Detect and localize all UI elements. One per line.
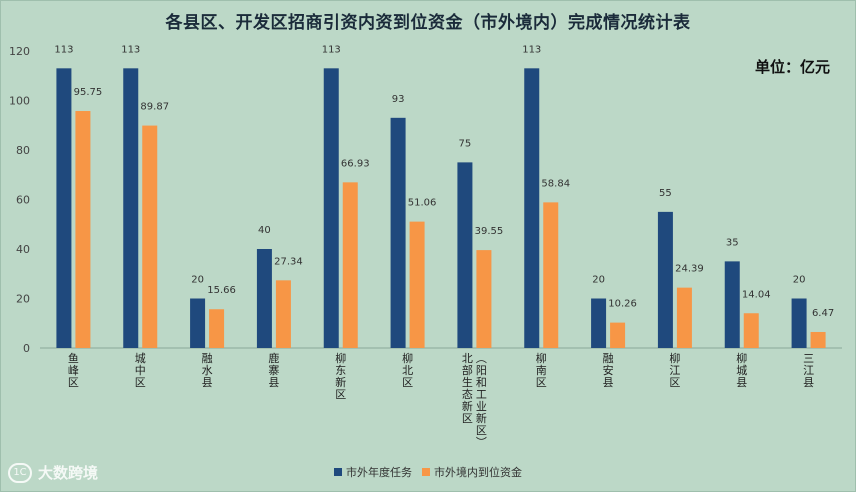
bar-task xyxy=(724,261,740,348)
legend-item-task: 市外年度任务 xyxy=(334,464,412,480)
legend-label-funds: 市外境内到位资金 xyxy=(434,466,522,479)
category-label: 鱼峰区 xyxy=(68,351,79,389)
data-label: 93 xyxy=(392,94,405,105)
category-label: ︵阳和工业新区︶ xyxy=(476,352,487,449)
y-tick-label: 60 xyxy=(16,194,30,207)
bar-funds xyxy=(275,280,291,348)
y-tick-label: 40 xyxy=(16,243,30,256)
category-label: 柳南区 xyxy=(536,351,547,389)
bar-task xyxy=(791,298,807,348)
category-label: 柳北区 xyxy=(402,351,413,389)
category-label: 鹿寨县 xyxy=(268,351,279,389)
bar-task xyxy=(591,298,607,348)
chart-title: 各县区、开发区招商引资内资到位资金（市外境内）完成情况统计表 xyxy=(165,13,691,33)
data-label: 95.75 xyxy=(74,87,103,98)
data-label: 89.87 xyxy=(140,102,169,113)
data-label: 20 xyxy=(793,275,806,286)
bar-task xyxy=(123,68,139,348)
category-label: 融水县 xyxy=(202,352,213,389)
unit-label: 单位：亿元 xyxy=(754,58,830,76)
category-label: 城中区 xyxy=(135,352,146,389)
data-label: 55 xyxy=(659,188,672,199)
y-tick-label: 0 xyxy=(23,342,30,355)
data-label: 75 xyxy=(459,138,472,149)
bar-funds xyxy=(810,331,826,348)
data-label: 27.34 xyxy=(274,256,303,267)
bar-funds xyxy=(476,250,492,348)
bar-task xyxy=(657,211,673,348)
bar-funds xyxy=(75,111,91,348)
data-label: 113 xyxy=(522,44,541,55)
bar-funds xyxy=(676,287,692,348)
data-label: 10.26 xyxy=(608,299,637,310)
category-label: 三江县 xyxy=(803,352,814,389)
data-label: 15.66 xyxy=(207,285,236,296)
bar-task xyxy=(524,68,540,348)
bar-task xyxy=(56,68,72,348)
y-tick-label: 20 xyxy=(16,293,30,306)
legend-swatch-task xyxy=(334,468,342,476)
category-label: 柳江区 xyxy=(669,351,680,389)
data-label: 39.55 xyxy=(475,226,504,237)
data-label: 20 xyxy=(592,275,605,286)
data-label: 113 xyxy=(322,44,341,55)
bar-funds xyxy=(209,309,225,348)
category-label: 柳东新区 xyxy=(335,351,346,401)
watermark-text: 大数跨境 xyxy=(38,464,99,482)
legend-item-funds: 市外境内到位资金 xyxy=(422,464,522,480)
data-label: 113 xyxy=(121,44,140,55)
bar-task xyxy=(256,249,272,348)
data-label: 6.47 xyxy=(812,308,834,319)
y-tick-label: 120 xyxy=(9,45,30,58)
y-tick-label: 80 xyxy=(16,144,30,157)
bar-task xyxy=(390,117,406,348)
legend: 市外年度任务 市外境内到位资金 xyxy=(0,464,856,480)
data-label: 40 xyxy=(258,225,271,236)
bar-funds xyxy=(610,322,626,348)
data-label: 14.04 xyxy=(742,289,771,300)
watermark-logo-icon: 1C xyxy=(8,462,32,483)
data-label: 58.84 xyxy=(541,178,570,189)
bar-funds xyxy=(142,125,158,348)
data-label: 66.93 xyxy=(341,158,370,169)
data-label: 24.39 xyxy=(675,264,704,275)
data-label: 51.06 xyxy=(408,198,437,209)
y-tick-label: 100 xyxy=(9,95,30,108)
legend-label-task: 市外年度任务 xyxy=(346,466,412,479)
bar-task xyxy=(457,162,473,348)
category-label: 柳城县 xyxy=(736,351,747,389)
legend-swatch-funds xyxy=(422,468,430,476)
category-label: 融安县 xyxy=(603,352,614,389)
data-label: 113 xyxy=(54,44,73,55)
bar-funds xyxy=(543,202,559,348)
bar-task xyxy=(190,298,206,348)
data-label: 20 xyxy=(191,275,204,286)
data-label: 35 xyxy=(726,237,739,248)
bar-funds xyxy=(342,182,358,348)
bar-funds xyxy=(743,313,759,348)
category-label: 北部生态新区 xyxy=(462,352,473,425)
bar-task xyxy=(323,68,339,348)
bar-funds xyxy=(409,221,425,348)
watermark: 1C 大数跨境 xyxy=(8,462,98,483)
